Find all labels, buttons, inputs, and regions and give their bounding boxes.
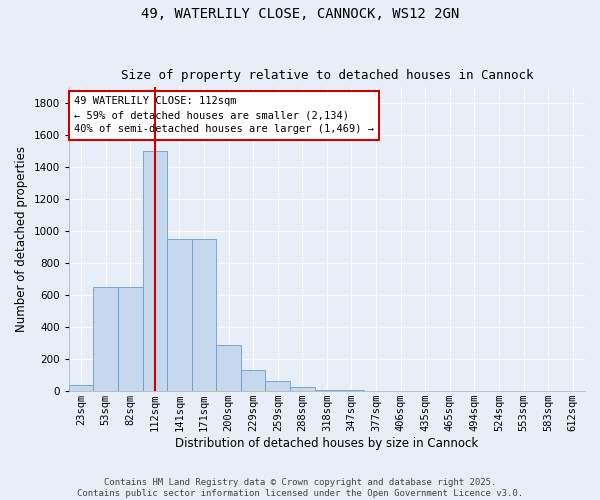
Text: 49 WATERLILY CLOSE: 112sqm
← 59% of detached houses are smaller (2,134)
40% of s: 49 WATERLILY CLOSE: 112sqm ← 59% of deta… [74,96,374,134]
Title: Size of property relative to detached houses in Cannock: Size of property relative to detached ho… [121,69,533,82]
Y-axis label: Number of detached properties: Number of detached properties [15,146,28,332]
Bar [118,287,143,391]
Bar [167,240,192,391]
Text: Contains HM Land Registry data © Crown copyright and database right 2025.
Contai: Contains HM Land Registry data © Crown c… [77,478,523,498]
Bar [265,381,290,391]
Bar [217,345,241,391]
Bar [69,385,94,391]
Text: 49, WATERLILY CLOSE, CANNOCK, WS12 2GN: 49, WATERLILY CLOSE, CANNOCK, WS12 2GN [141,8,459,22]
Bar [339,390,364,391]
X-axis label: Distribution of detached houses by size in Cannock: Distribution of detached houses by size … [175,437,479,450]
Bar [290,387,314,391]
Bar [192,240,217,391]
Bar [143,152,167,391]
Bar [94,287,118,391]
Bar [314,390,339,391]
Bar [241,370,265,391]
